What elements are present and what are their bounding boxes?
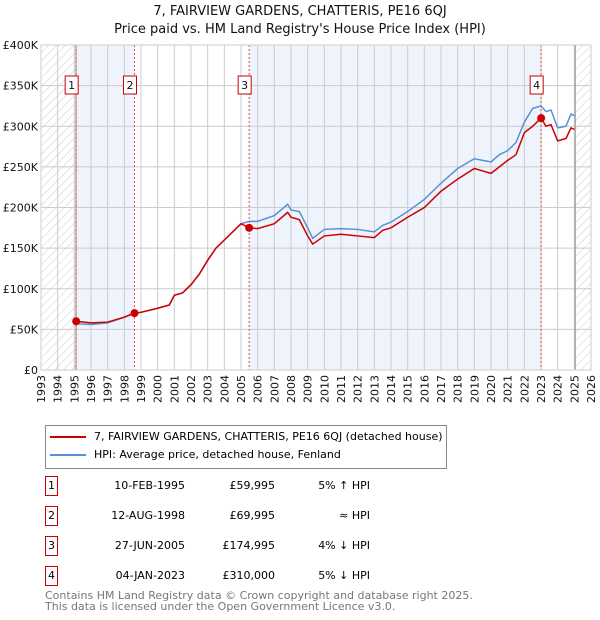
x-tick-label: 2022 (518, 375, 531, 403)
x-tick-label: 2023 (535, 375, 548, 403)
sale-price: £310,000 (222, 569, 276, 582)
y-tick-label: £300K (3, 120, 39, 133)
x-tick-label: 1999 (135, 375, 148, 403)
footer-line-1: Contains HM Land Registry data © Crown c… (45, 589, 473, 602)
sale-point (245, 223, 254, 232)
sale-label-box (123, 75, 137, 95)
x-tick-label: 2012 (352, 375, 365, 403)
x-tick-label: 2001 (168, 375, 181, 403)
sale-marker-box: 3 (45, 536, 58, 556)
sale-hpi-diff: 4% ↓ HPI (318, 539, 370, 552)
footer: Contains HM Land Registry data © Crown c… (45, 590, 473, 612)
x-tick-label: 2010 (318, 375, 331, 403)
x-tick-label: 2006 (252, 375, 265, 403)
sale-marker-box: 2 (45, 506, 58, 526)
sale-price: £174,995 (222, 539, 276, 552)
sale-date: 10-FEB-1995 (114, 479, 185, 492)
x-tick-label: 2009 (302, 375, 315, 403)
x-tick-label: 2017 (435, 375, 448, 403)
legend-property: 7, FAIRVIEW GARDENS, CHATTERIS, PE16 6QJ… (94, 430, 443, 443)
sale-row: 4 04-JAN-2023 £310,000 5% ↓ HPI (45, 566, 405, 586)
sale-label-box (64, 75, 79, 95)
legend-hpi: HPI: Average price, detached house, Fenl… (94, 448, 341, 461)
x-tick-label: 2005 (235, 375, 248, 403)
sale-date: 04-JAN-2023 (115, 569, 185, 582)
x-tick-label: 2000 (152, 375, 165, 403)
x-tick-label: 2018 (452, 375, 465, 403)
x-tick-label: 2021 (502, 375, 515, 403)
x-tick-label: 2011 (335, 375, 348, 403)
sale-row: 3 27-JUN-2005 £174,995 4% ↓ HPI (45, 536, 405, 556)
x-tick-label: 1998 (118, 375, 131, 403)
y-tick-label: £250K (3, 161, 39, 174)
x-tick-label: 2026 (585, 375, 598, 403)
x-tick-label: 2002 (185, 375, 198, 403)
x-tick-label: 2004 (218, 375, 231, 403)
sale-row: 1 10-FEB-1995 £59,995 5% ↑ HPI (45, 476, 405, 496)
x-tick-label: 2024 (552, 375, 565, 403)
x-tick-label: 2007 (268, 375, 281, 403)
x-tick-label: 2016 (418, 375, 431, 403)
sale-hpi-diff: 5% ↑ HPI (318, 479, 370, 492)
legend-blue-line (50, 453, 86, 456)
sale-label: 1 (68, 79, 75, 92)
sale-marker-box: 4 (45, 566, 58, 586)
sale-label: 2 (127, 79, 134, 92)
property-price-line (75, 116, 575, 324)
sale-price: £59,995 (229, 479, 276, 492)
sale-label: 4 (533, 79, 540, 92)
y-tick-label: £350K (3, 80, 39, 93)
x-tick-label: 2015 (402, 375, 415, 403)
sale-point (130, 309, 139, 318)
sale-hpi-diff: ≈ HPI (339, 509, 370, 522)
x-tick-label: 2003 (202, 375, 215, 403)
price-chart: £0 £50K £100K £150K £200K £250K £300K £350K £400… (3, 39, 598, 403)
y-tick-label: £400K (3, 39, 39, 52)
x-tick-label: 2019 (468, 375, 481, 403)
chart-title: 7, FAIRVIEW GARDENS, CHATTERIS, PE16 6QJ (153, 4, 447, 19)
sale-price: £69,995 (229, 509, 276, 522)
sale-point (72, 317, 81, 326)
x-tick-label: 1996 (85, 375, 98, 403)
sale-marker-box: 1 (45, 476, 58, 496)
x-tick-label: 2014 (385, 375, 398, 403)
y-tick-label: £200K (3, 202, 39, 215)
x-tick-label: 1993 (35, 375, 48, 403)
y-tick-label: £100K (3, 283, 39, 296)
chart-subtitle: Price paid vs. HM Land Registry's House … (114, 22, 486, 37)
x-tick-label: 1994 (52, 375, 65, 403)
y-tick-label: £0 (24, 364, 38, 377)
sale-label: 3 (241, 79, 248, 92)
legend: 7, FAIRVIEW GARDENS, CHATTERIS, PE16 6QJ… (45, 425, 447, 469)
sale-label-box (529, 75, 544, 95)
plot-frame (40, 44, 592, 371)
sale-date: 27-JUN-2005 (114, 539, 185, 552)
x-tick-label: 2025 (568, 375, 581, 403)
sale-row: 2 12-AUG-1998 £69,995 ≈ HPI (45, 506, 405, 526)
legend-red-line (50, 435, 86, 438)
footer-line-2: This data is licensed under the Open Gov… (45, 600, 396, 613)
x-tick-label: 2008 (285, 375, 298, 403)
x-tick-label: 2013 (368, 375, 381, 403)
x-tick-label: 2020 (485, 375, 498, 403)
x-tick-label: 1997 (102, 375, 115, 403)
y-tick-label: £150K (3, 242, 39, 255)
sale-label-box (237, 75, 252, 95)
y-tick-label: £50K (10, 323, 39, 336)
x-tick-label: 1995 (68, 375, 81, 403)
sale-date: 12-AUG-1998 (111, 509, 185, 522)
sale-hpi-diff: 5% ↓ HPI (318, 569, 370, 582)
sale-point (537, 114, 546, 123)
